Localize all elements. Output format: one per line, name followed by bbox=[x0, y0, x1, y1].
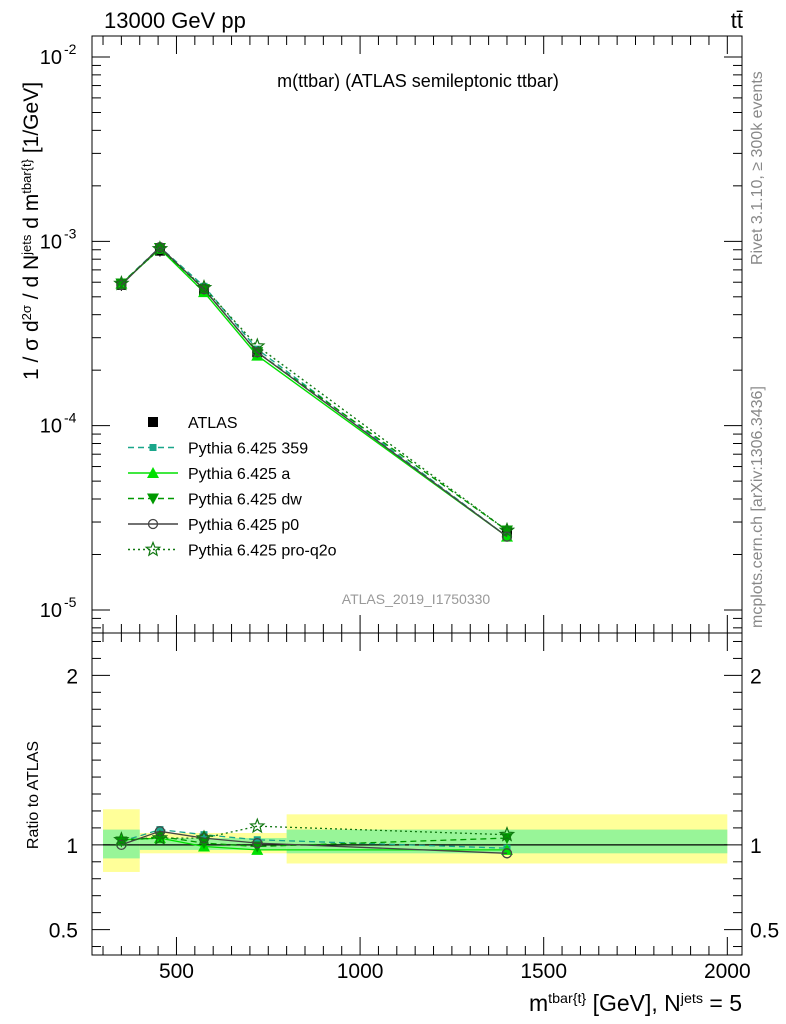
x-axis-label-text: mtbar{t} [GeV], Njets = 5 bbox=[529, 990, 742, 1016]
legend-item: Pythia 6.425 a bbox=[128, 466, 290, 483]
ratio-y-axis-label: Ratio to ATLAS bbox=[25, 741, 42, 849]
main-y-axis-label-text: 1 / σ d2σ / d Njets d mtbar{t} [1/GeV] bbox=[19, 82, 44, 380]
legend-item: Pythia 6.425 359 bbox=[128, 441, 308, 458]
ratio-series-line bbox=[121, 830, 508, 854]
marker-triangle-down bbox=[147, 493, 159, 505]
legend: ATLAS Pythia 6.425 359 Pythia 6.425 a Pythi… bbox=[128, 415, 337, 560]
process-label: tt̄ bbox=[731, 8, 743, 33]
marker-circle bbox=[154, 826, 166, 837]
ratio-y-tick-label: 1 bbox=[66, 835, 78, 858]
marker-circle bbox=[116, 279, 127, 291]
marker-square bbox=[148, 417, 158, 427]
y-tick-exponent: -4 bbox=[64, 410, 77, 426]
ratio-series-pythia-6-425-pro-q2o bbox=[113, 817, 516, 847]
marker-star bbox=[144, 540, 162, 557]
marker-star bbox=[151, 240, 169, 256]
legend-item: Pythia 6.425 pro-q2o bbox=[128, 540, 337, 560]
ratio-panel: 0.5 0.5 1 1 2 2 500 1000 1500 2000 bbox=[49, 632, 779, 983]
ratio-y-tick-label: 0.5 bbox=[49, 920, 78, 943]
legend-label: Pythia 6.425 p0 bbox=[188, 517, 299, 534]
ratio-series-group bbox=[113, 817, 516, 859]
marker-square bbox=[149, 444, 157, 451]
x-tick-label: 1000 bbox=[337, 960, 384, 983]
ratio-y-tick-label: 2 bbox=[66, 665, 78, 688]
legend-label: Pythia 6.425 a bbox=[188, 466, 290, 483]
legend-label: Pythia 6.425 359 bbox=[188, 441, 308, 458]
marker-square bbox=[253, 836, 261, 844]
marker-star bbox=[249, 337, 266, 354]
marker-star bbox=[248, 817, 266, 834]
marker-circle bbox=[198, 284, 210, 295]
x-tick-label: 500 bbox=[159, 960, 194, 983]
rivet-version-label: Rivet 3.1.10, ≥ 300k events bbox=[749, 71, 766, 265]
y-tick-exponent: -3 bbox=[64, 225, 77, 241]
series-line bbox=[120, 247, 508, 532]
legend-label: ATLAS bbox=[188, 415, 238, 432]
marker-square bbox=[200, 831, 208, 839]
ratio-y-tick-label-right: 2 bbox=[750, 665, 762, 688]
marker-star bbox=[498, 826, 516, 842]
y-tick-label: 10 bbox=[40, 231, 62, 253]
series-pythia-6-425-pro-q2o bbox=[113, 240, 516, 538]
legend-item: ATLAS bbox=[148, 415, 238, 432]
legend-label: Pythia 6.425 dw bbox=[188, 492, 302, 509]
legend-item: Pythia 6.425 p0 bbox=[128, 517, 299, 534]
x-tick-label: 1500 bbox=[520, 960, 567, 983]
ratio-axis-ticks: 0.5 0.5 1 1 2 2 500 1000 1500 2000 bbox=[49, 633, 779, 983]
marker-star bbox=[195, 829, 213, 846]
ratio-frame bbox=[91, 632, 743, 956]
x-tick-label: 2000 bbox=[704, 960, 751, 983]
marker-star bbox=[113, 831, 130, 847]
legend-label: Pythia 6.425 pro-q2o bbox=[188, 543, 337, 560]
marker-star bbox=[113, 274, 130, 291]
marker-triangle-down bbox=[115, 836, 128, 848]
main-panel: 10-510-410-310-2 m(ttbar) (ATLAS semilep… bbox=[40, 35, 743, 634]
y-tick-label: 10 bbox=[40, 600, 62, 622]
y-tick-exponent: -5 bbox=[64, 594, 77, 610]
series-pythia-6-425-dw bbox=[115, 242, 513, 537]
x-axis-label: mtbar{t} [GeV], Njets = 5 bbox=[529, 990, 742, 1016]
ratio-y-tick-label-right: 1 bbox=[750, 835, 762, 858]
series-line bbox=[120, 247, 508, 532]
analysis-id-label: ATLAS_2019_I1750330 bbox=[342, 591, 491, 607]
marker-circle bbox=[501, 848, 513, 859]
main-series-group bbox=[113, 240, 516, 542]
marker-triangle-up bbox=[147, 467, 159, 478]
y-tick-exponent: -2 bbox=[64, 41, 77, 57]
marker-star bbox=[195, 279, 213, 295]
ratio-series-line bbox=[121, 825, 508, 841]
main-y-axis-label: 1 / σ d2σ / d Njets d mtbar{t} [1/GeV] bbox=[19, 82, 44, 380]
mcplots-label: mcplots.cern.ch [arXiv:1306.3436] bbox=[749, 386, 766, 628]
y-tick-label: 10 bbox=[40, 47, 62, 69]
marker-star bbox=[498, 521, 516, 538]
marker-circle bbox=[147, 518, 159, 530]
legend-item: Pythia 6.425 dw bbox=[128, 492, 302, 509]
main-axis-ticks: 10-510-410-310-2 bbox=[40, 36, 742, 633]
marker-star bbox=[151, 829, 169, 846]
y-tick-label: 10 bbox=[40, 416, 62, 438]
plot-title: m(ttbar) (ATLAS semileptonic ttbar) bbox=[277, 71, 559, 91]
collision-label: 13000 GeV pp bbox=[104, 8, 246, 33]
ratio-y-tick-label-right: 0.5 bbox=[750, 920, 779, 943]
marker-circle bbox=[252, 837, 263, 849]
